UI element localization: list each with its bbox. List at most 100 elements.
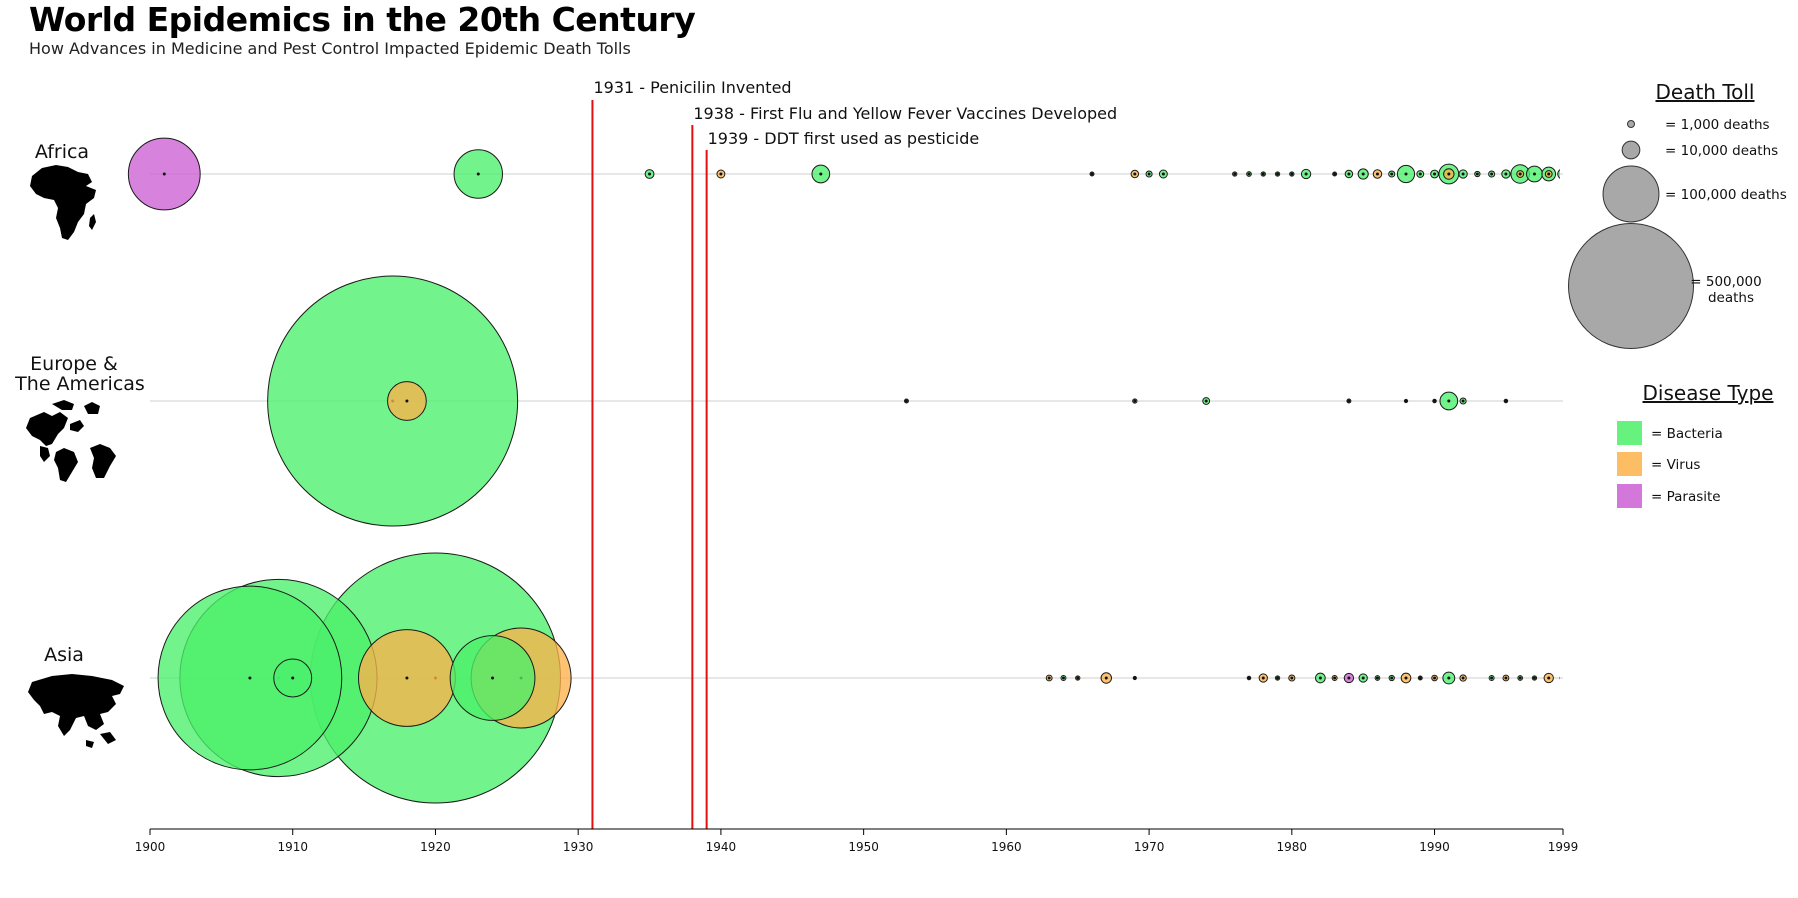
- bubble-center-dot: [1375, 172, 1379, 176]
- x-axis-tick-label: 1920: [420, 840, 451, 854]
- bubble-center-dot: [1333, 172, 1337, 176]
- size-legend-label: = 100,000 deaths: [1665, 187, 1787, 203]
- bubble-center-dot: [1290, 676, 1294, 680]
- bubble-center-dot: [1375, 676, 1379, 680]
- bubble-center-dot: [1147, 172, 1151, 176]
- bubble-center-dot: [1547, 676, 1551, 680]
- bubble-center-dot: [1390, 676, 1394, 680]
- disease-type-legend: Disease Type = Bacteria = Virus = Parasite: [1617, 381, 1773, 508]
- bubble-center-dot: [1333, 676, 1337, 680]
- x-axis-tick-label: 1960: [991, 840, 1022, 854]
- bubble-center-dot: [1504, 399, 1508, 403]
- epidemic-bubble: [1557, 169, 1560, 179]
- bubble-center-dot: [1276, 172, 1280, 176]
- disease-type-label: = Bacteria: [1651, 426, 1723, 442]
- bubble-center-dot: [1447, 172, 1451, 176]
- bubble-center-dot: [1261, 172, 1265, 176]
- bubble-center-dot: [1404, 172, 1408, 176]
- bubble-center-dot: [1233, 172, 1237, 176]
- bubble-center-dot: [1504, 676, 1508, 680]
- x-axis-tick-label: 1970: [1134, 840, 1165, 854]
- size-legend-circle: [1621, 140, 1641, 160]
- bubble-center-dot: [719, 172, 723, 176]
- bubble-center-dot: [1461, 399, 1465, 403]
- bubble-center-dot: [1390, 172, 1394, 176]
- region-labels: Africa Europe & The Americas Asia: [14, 141, 145, 666]
- bubble-center-dot: [1261, 676, 1265, 680]
- bubble-center-dot: [1518, 172, 1522, 176]
- bubble-center-dot: [1133, 676, 1137, 680]
- bubble-center-dot: [1504, 172, 1508, 176]
- page-subtitle: How Advances in Medicine and Pest Contro…: [29, 39, 631, 58]
- bubble-center-dot: [1076, 676, 1080, 680]
- bubble-center-dot: [1318, 676, 1322, 680]
- bubble-center-dot: [1061, 676, 1065, 680]
- europe-americas-map-icon: [26, 400, 116, 482]
- event-label: 1939 - DDT first used as pesticide: [708, 129, 980, 148]
- bubble-center-dot: [476, 172, 480, 176]
- bubble-center-dot: [1433, 399, 1437, 403]
- size-legend-label: = 1,000 deaths: [1665, 117, 1770, 133]
- event-label: 1938 - First Flu and Yellow Fever Vaccin…: [693, 104, 1117, 123]
- bubble-center-dot: [405, 399, 409, 403]
- region-label-europe-line1: Europe &: [30, 353, 118, 375]
- bubble-center-dot: [291, 676, 295, 680]
- event-label: 1931 - Penicilin Invented: [593, 78, 791, 97]
- bubble-center-dot: [1490, 172, 1494, 176]
- bubble-center-dot: [904, 399, 908, 403]
- bubble-center-dot: [491, 676, 495, 680]
- bubble-center-dot: [1104, 676, 1108, 680]
- size-legend-circle: [1602, 165, 1660, 223]
- bubble-center-dot: [1418, 172, 1422, 176]
- bubble-center-dot: [819, 172, 823, 176]
- x-axis-tick-label: 1980: [1277, 840, 1308, 854]
- bubble-center-dot: [1347, 399, 1351, 403]
- bubble-center-dot: [1404, 676, 1408, 680]
- bubble-center-dot: [405, 676, 409, 680]
- bubble-center-dot: [1532, 172, 1536, 176]
- size-legend-label: = 500,000: [1690, 274, 1761, 290]
- disease-type-legend-title: Disease Type: [1643, 381, 1774, 405]
- bubble-center-dot: [162, 172, 166, 176]
- bubble-center-dot: [1433, 676, 1437, 680]
- bubble-center-dot: [1447, 399, 1451, 403]
- bubble-center-dot: [1047, 676, 1051, 680]
- bubble-center-dot: [1547, 172, 1551, 176]
- africa-map-icon: [30, 165, 96, 240]
- x-axis-tick-label: 1900: [135, 840, 166, 854]
- bubble-center-dot: [1304, 172, 1308, 176]
- bubble-center-dot: [1161, 172, 1165, 176]
- bubble-center-dot: [1532, 676, 1536, 680]
- x-axis-tick-label: 1940: [706, 840, 737, 854]
- bubble-center-dot: [1347, 676, 1351, 680]
- bubble-center-dot: [648, 172, 652, 176]
- disease-type-label: = Parasite: [1651, 489, 1721, 505]
- bubble-center-dot: [1518, 676, 1522, 680]
- death-toll-legend: Death Toll = 1,000 deaths = 10,000 deaths…: [1568, 80, 1787, 349]
- bubble-center-dot: [1433, 172, 1437, 176]
- bubble-center-dot: [1490, 676, 1494, 680]
- bubble-center-dot: [1361, 172, 1365, 176]
- bubble-center-dot: [1475, 172, 1479, 176]
- size-legend-label: = 10,000 deaths: [1665, 143, 1778, 159]
- bubble-center-dot: [1361, 676, 1365, 680]
- bubble-center-dot: [1247, 676, 1251, 680]
- x-axis-tick-label: 1950: [848, 840, 879, 854]
- region-label-europe-line2: The Americas: [14, 373, 145, 395]
- death-toll-legend-title: Death Toll: [1655, 80, 1754, 104]
- bubble-center-dot: [1204, 399, 1208, 403]
- disease-type-label: = Virus: [1651, 457, 1700, 473]
- bubble-layer: [127, 137, 1560, 804]
- bubble-center-dot: [1133, 172, 1137, 176]
- x-axis-tick-label: 1910: [277, 840, 308, 854]
- disease-type-swatch: [1617, 484, 1642, 508]
- bubble-center-dot: [1247, 172, 1251, 176]
- size-legend-circle: [1627, 120, 1635, 128]
- bubble-center-dot: [1461, 172, 1465, 176]
- bubble-center-dot: [1347, 172, 1351, 176]
- bubble-center-dot: [1461, 676, 1465, 680]
- asia-map-icon: [28, 674, 124, 748]
- x-axis-tick-label: 1990: [1419, 840, 1450, 854]
- bubble-center-dot: [1404, 399, 1408, 403]
